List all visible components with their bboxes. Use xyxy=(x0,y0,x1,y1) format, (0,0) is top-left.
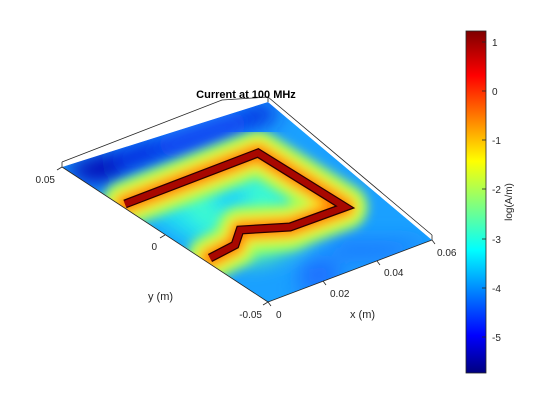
colorbar-tick-label: 1 xyxy=(492,38,498,49)
colorbar-label: log(A/m) xyxy=(504,183,515,221)
colorbar-tick-label: -3 xyxy=(492,235,501,246)
colorbar-tick-label: 0 xyxy=(492,87,498,98)
x-tick-label: 0.04 xyxy=(384,268,404,279)
chart-title: Current at 100 MHz xyxy=(196,89,296,101)
x-ticks xyxy=(267,239,436,307)
y-tick-label: 0.05 xyxy=(36,175,56,186)
y-axis-label: y (m) xyxy=(148,291,173,303)
y-ticks xyxy=(56,166,269,306)
colorbar-tick-label: -2 xyxy=(492,185,501,196)
x-tick-label: 0.02 xyxy=(330,289,350,300)
trace xyxy=(123,147,356,262)
x-axis-label: x (m) xyxy=(350,309,375,321)
axes-box-back xyxy=(61,96,433,240)
current-surface xyxy=(62,102,432,302)
x-tick-label: 0 xyxy=(276,310,282,321)
y-tick-label: 0 xyxy=(151,242,157,253)
y-tick-label: -0.05 xyxy=(239,310,262,321)
x-tick-label: 0.06 xyxy=(437,248,457,259)
colorbar-tick-label: -1 xyxy=(492,136,501,147)
axes-box-front xyxy=(61,166,433,303)
colorbar-tick-label: -4 xyxy=(492,284,501,295)
colorbar: 1 0 -1 -2 -3 -4 -5 log(A/m) xyxy=(465,30,515,374)
colorbar-tick-label: -5 xyxy=(492,333,501,344)
